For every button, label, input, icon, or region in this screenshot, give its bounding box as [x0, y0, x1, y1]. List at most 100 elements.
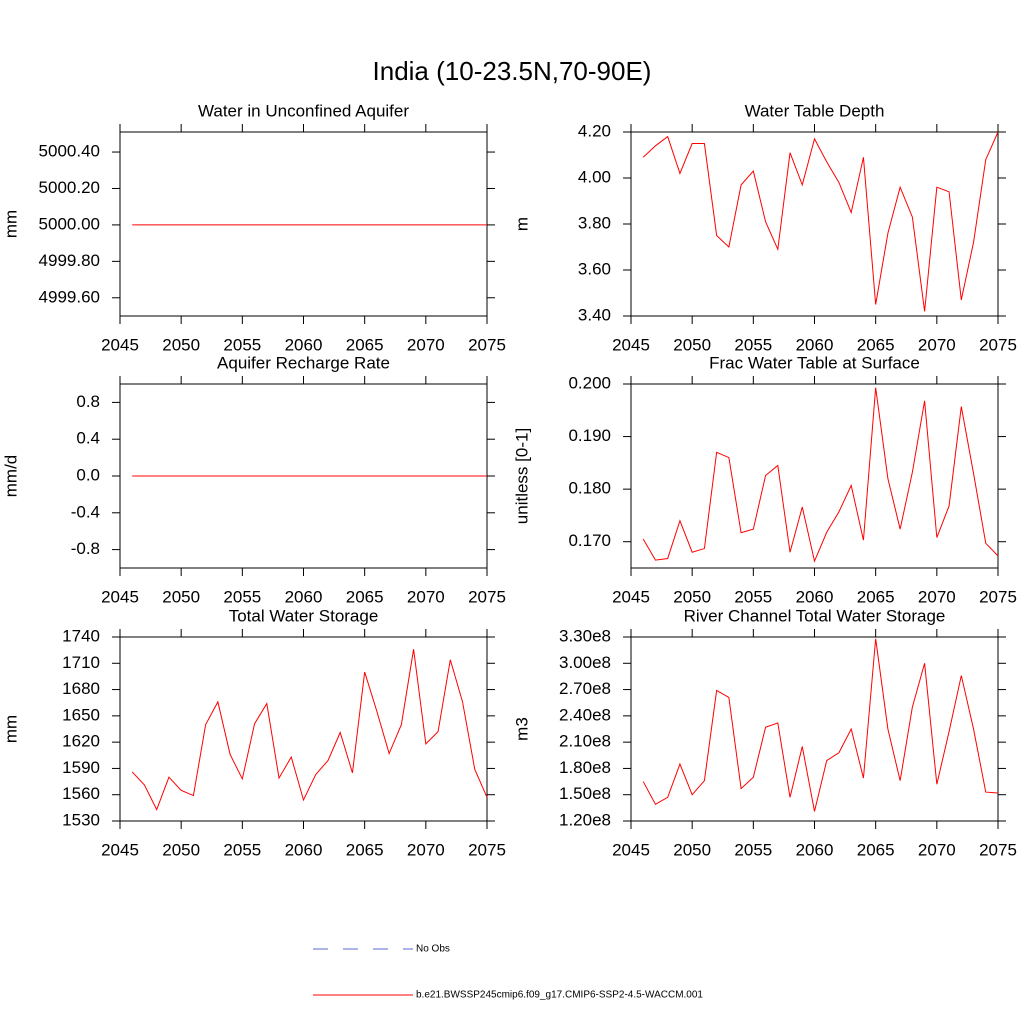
legend-label: No Obs [416, 944, 450, 955]
x-tick-label: 2075 [979, 840, 1017, 859]
x-tick-label: 2060 [285, 587, 323, 606]
x-tick-label: 2050 [162, 335, 200, 354]
x-tick-label: 2075 [468, 587, 506, 606]
x-tick-label: 2045 [101, 335, 139, 354]
y-tick-label: -0.8 [71, 539, 100, 558]
y-tick-label: 2.10e8 [559, 732, 611, 751]
x-tick-label: 2075 [979, 335, 1017, 354]
data-line [642, 387, 999, 563]
x-tick-label: 2060 [285, 840, 323, 859]
x-tick-label: 2055 [223, 335, 261, 354]
y-tick-label: 1710 [62, 653, 100, 672]
x-tick-label: 2065 [857, 840, 895, 859]
y-tick-label: 1.80e8 [559, 758, 611, 777]
x-tick-label: 2070 [407, 840, 445, 859]
x-tick-label: 2060 [796, 587, 834, 606]
x-tick-label: 2055 [734, 840, 772, 859]
y-tick-label: 1560 [62, 784, 100, 803]
x-tick-label: 2070 [407, 587, 445, 606]
y-tick-label: 1740 [62, 626, 100, 645]
x-tick-label: 2050 [673, 587, 711, 606]
x-tick-label: 2055 [223, 840, 261, 859]
x-tick-label: 2055 [223, 587, 261, 606]
x-tick-label: 2045 [612, 587, 650, 606]
figure-title: India (10-23.5N,70-90E) [373, 56, 652, 86]
x-tick-label: 2065 [857, 335, 895, 354]
y-tick-label: 1650 [62, 705, 100, 724]
y-tick-label: 3.00e8 [559, 653, 611, 672]
y-tick-label: 3.40 [578, 305, 611, 324]
y-tick-label: 0.200 [568, 373, 611, 392]
y-tick-label: 1620 [62, 732, 100, 751]
y-tick-label: 0.0 [76, 465, 100, 484]
y-tick-label: 1.20e8 [559, 810, 611, 829]
data-line [131, 649, 488, 811]
data-line [642, 131, 999, 312]
x-tick-label: 2070 [918, 840, 956, 859]
y-tick-label: -0.4 [71, 502, 100, 521]
x-tick-label: 2070 [918, 335, 956, 354]
x-tick-label: 2055 [734, 587, 772, 606]
y-axis-label: mm [1, 715, 20, 743]
y-tick-label: 1530 [62, 810, 100, 829]
x-tick-label: 2075 [468, 335, 506, 354]
panel-title: Water Table Depth [745, 101, 885, 120]
y-tick-label: 5000.20 [39, 178, 100, 197]
panel-title: Water in Unconfined Aquifer [198, 101, 409, 120]
x-tick-label: 2050 [162, 840, 200, 859]
panel-title: Frac Water Table at Surface [709, 353, 920, 372]
x-tick-label: 2065 [346, 335, 384, 354]
panel-title: Total Water Storage [229, 606, 379, 625]
y-axis-label: mm/d [1, 455, 20, 498]
panel-title: River Channel Total Water Storage [684, 606, 946, 625]
x-tick-label: 2065 [346, 840, 384, 859]
x-tick-label: 2055 [734, 335, 772, 354]
x-tick-label: 2075 [979, 587, 1017, 606]
y-axis-label: unitless [0-1] [512, 428, 531, 524]
y-tick-label: 4.00 [578, 167, 611, 186]
legend-label: b.e21.BWSSP245cmip6.f09_g17.CMIP6-SSP2-4… [416, 990, 703, 1001]
y-tick-label: 0.8 [76, 392, 100, 411]
x-tick-label: 2045 [612, 335, 650, 354]
plot-frame [630, 383, 999, 569]
x-tick-label: 2075 [468, 840, 506, 859]
x-tick-label: 2060 [796, 840, 834, 859]
y-tick-label: 0.190 [568, 426, 611, 445]
x-tick-label: 2050 [673, 840, 711, 859]
plot-frame [119, 131, 488, 317]
x-tick-label: 2070 [407, 335, 445, 354]
y-tick-label: 3.30e8 [559, 626, 611, 645]
x-tick-label: 2045 [612, 840, 650, 859]
y-tick-label: 2.40e8 [559, 705, 611, 724]
y-tick-label: 5000.00 [39, 214, 100, 233]
y-tick-label: 4.20 [578, 121, 611, 140]
y-axis-label: m [512, 217, 531, 231]
y-tick-label: 0.180 [568, 479, 611, 498]
x-tick-label: 2045 [101, 587, 139, 606]
y-tick-label: 2.70e8 [559, 679, 611, 698]
y-tick-label: 4999.60 [39, 287, 100, 306]
x-tick-label: 2060 [796, 335, 834, 354]
x-tick-label: 2065 [857, 587, 895, 606]
y-tick-label: 4999.80 [39, 251, 100, 270]
x-tick-label: 2050 [673, 335, 711, 354]
y-tick-label: 0.4 [76, 429, 100, 448]
y-tick-label: 0.170 [568, 531, 611, 550]
y-tick-label: 1590 [62, 758, 100, 777]
y-tick-label: 1.50e8 [559, 784, 611, 803]
y-axis-label: m3 [512, 717, 531, 741]
x-tick-label: 2045 [101, 840, 139, 859]
x-tick-label: 2070 [918, 587, 956, 606]
data-line [642, 638, 999, 812]
y-axis-label: mm [1, 210, 20, 238]
x-tick-label: 2065 [346, 587, 384, 606]
y-tick-label: 5000.40 [39, 142, 100, 161]
plot-frame [630, 636, 999, 822]
x-tick-label: 2060 [285, 335, 323, 354]
y-tick-label: 3.60 [578, 259, 611, 278]
y-tick-label: 1680 [62, 679, 100, 698]
x-tick-label: 2050 [162, 587, 200, 606]
y-tick-label: 3.80 [578, 213, 611, 232]
panel-title: Aquifer Recharge Rate [217, 353, 390, 372]
